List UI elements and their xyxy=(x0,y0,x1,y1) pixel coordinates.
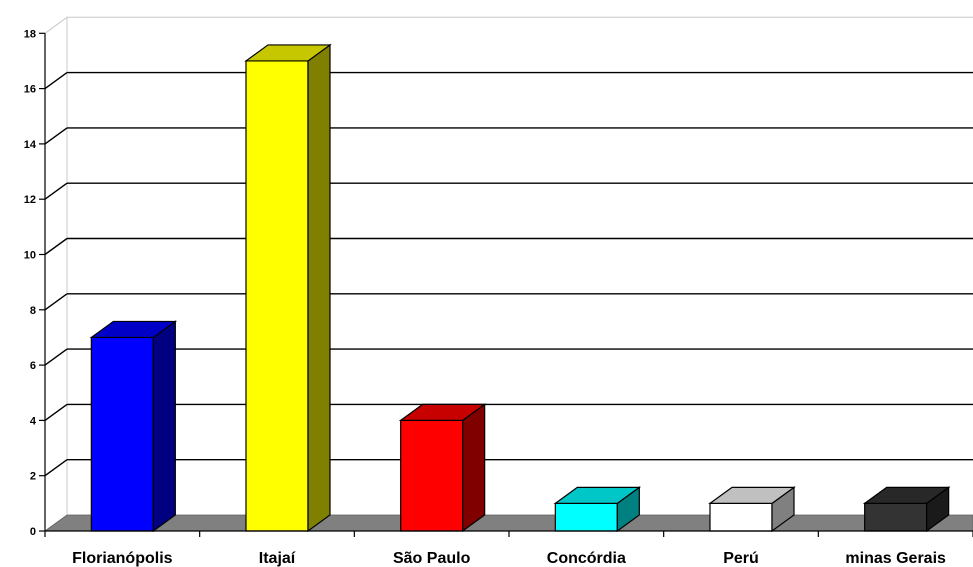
bar-top xyxy=(708,486,796,504)
bar-front xyxy=(554,502,618,532)
bar-top xyxy=(89,320,178,339)
back-wall-edge xyxy=(66,16,973,515)
bar-minas-gerais xyxy=(862,486,951,533)
bar-top xyxy=(862,486,951,504)
y-tick-label: 6 xyxy=(30,360,36,372)
gridline-side xyxy=(44,237,68,256)
floor-plane xyxy=(43,514,973,532)
y-tick-label: 4 xyxy=(30,415,37,427)
y-tick-label: 10 xyxy=(24,250,36,262)
x-tick-label: Itajaí xyxy=(259,550,296,567)
bar-front xyxy=(245,60,309,532)
x-tick-label: Concórdia xyxy=(547,550,626,567)
bar-front xyxy=(90,336,154,532)
bar-front xyxy=(709,502,773,532)
y-tick-label: 12 xyxy=(24,194,36,206)
bars xyxy=(89,43,951,533)
y-tick-label: 2 xyxy=(30,471,36,483)
bar-s-o-paulo xyxy=(398,403,487,533)
bar-top xyxy=(244,44,332,62)
gridline-side xyxy=(44,127,68,145)
y-tick-label: 14 xyxy=(24,139,37,151)
x-tick-label: São Paulo xyxy=(393,550,471,567)
bar-side xyxy=(307,43,331,533)
x-tick-label: Perú xyxy=(723,550,759,567)
bar-top xyxy=(553,486,642,504)
bar-front xyxy=(400,419,464,532)
bar-itaja- xyxy=(244,43,332,533)
chart-floor xyxy=(43,514,973,532)
gridline-side xyxy=(44,348,68,366)
chart-walls xyxy=(44,16,973,515)
bar-florian-polis xyxy=(89,320,178,533)
side-wall-top-edge xyxy=(44,16,68,34)
x-axis: Florianópolis Itajaí São Paulo Concórdia Per… xyxy=(44,530,973,567)
bar-side xyxy=(152,320,176,533)
bar-front xyxy=(864,502,928,532)
y-tick-label: 18 xyxy=(24,28,36,40)
y-axis: 0 2 4 6 8 10 12 14 16 18 xyxy=(24,28,46,538)
x-tick-label: minas Gerais xyxy=(845,550,946,567)
bar-conc-rdia xyxy=(553,486,642,533)
gridline-side xyxy=(44,403,68,421)
gridlines xyxy=(44,71,973,477)
bar-top xyxy=(398,403,487,421)
gridline-side xyxy=(44,293,68,311)
y-tick-label: 8 xyxy=(30,305,36,317)
x-tick-label: Florianópolis xyxy=(72,550,173,567)
gridline-side xyxy=(44,72,68,90)
gridline-side xyxy=(44,459,68,477)
gridline-side xyxy=(44,182,68,200)
y-tick-label: 16 xyxy=(24,84,36,96)
bar-per- xyxy=(708,486,796,533)
bar-side xyxy=(462,403,486,533)
y-tick-label: 0 xyxy=(30,526,36,538)
